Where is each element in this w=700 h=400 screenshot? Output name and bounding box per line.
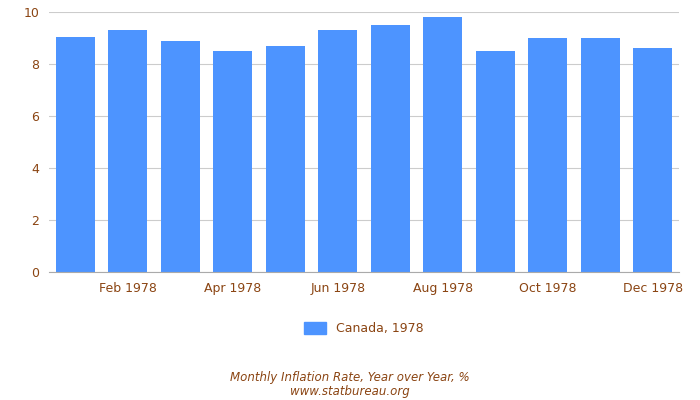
Text: Monthly Inflation Rate, Year over Year, %: Monthly Inflation Rate, Year over Year, …	[230, 372, 470, 384]
Bar	[108, 30, 148, 272]
Bar	[55, 37, 95, 272]
Text: www.statbureau.org: www.statbureau.org	[290, 385, 410, 398]
Legend: Canada, 1978: Canada, 1978	[299, 317, 429, 340]
Bar	[633, 48, 673, 272]
Bar	[475, 51, 515, 272]
Bar	[423, 17, 463, 272]
Bar	[580, 38, 620, 272]
Bar	[318, 30, 358, 272]
Bar	[160, 40, 200, 272]
Bar	[213, 51, 253, 272]
Bar	[265, 46, 305, 272]
Bar	[528, 38, 568, 272]
Bar	[370, 25, 410, 272]
